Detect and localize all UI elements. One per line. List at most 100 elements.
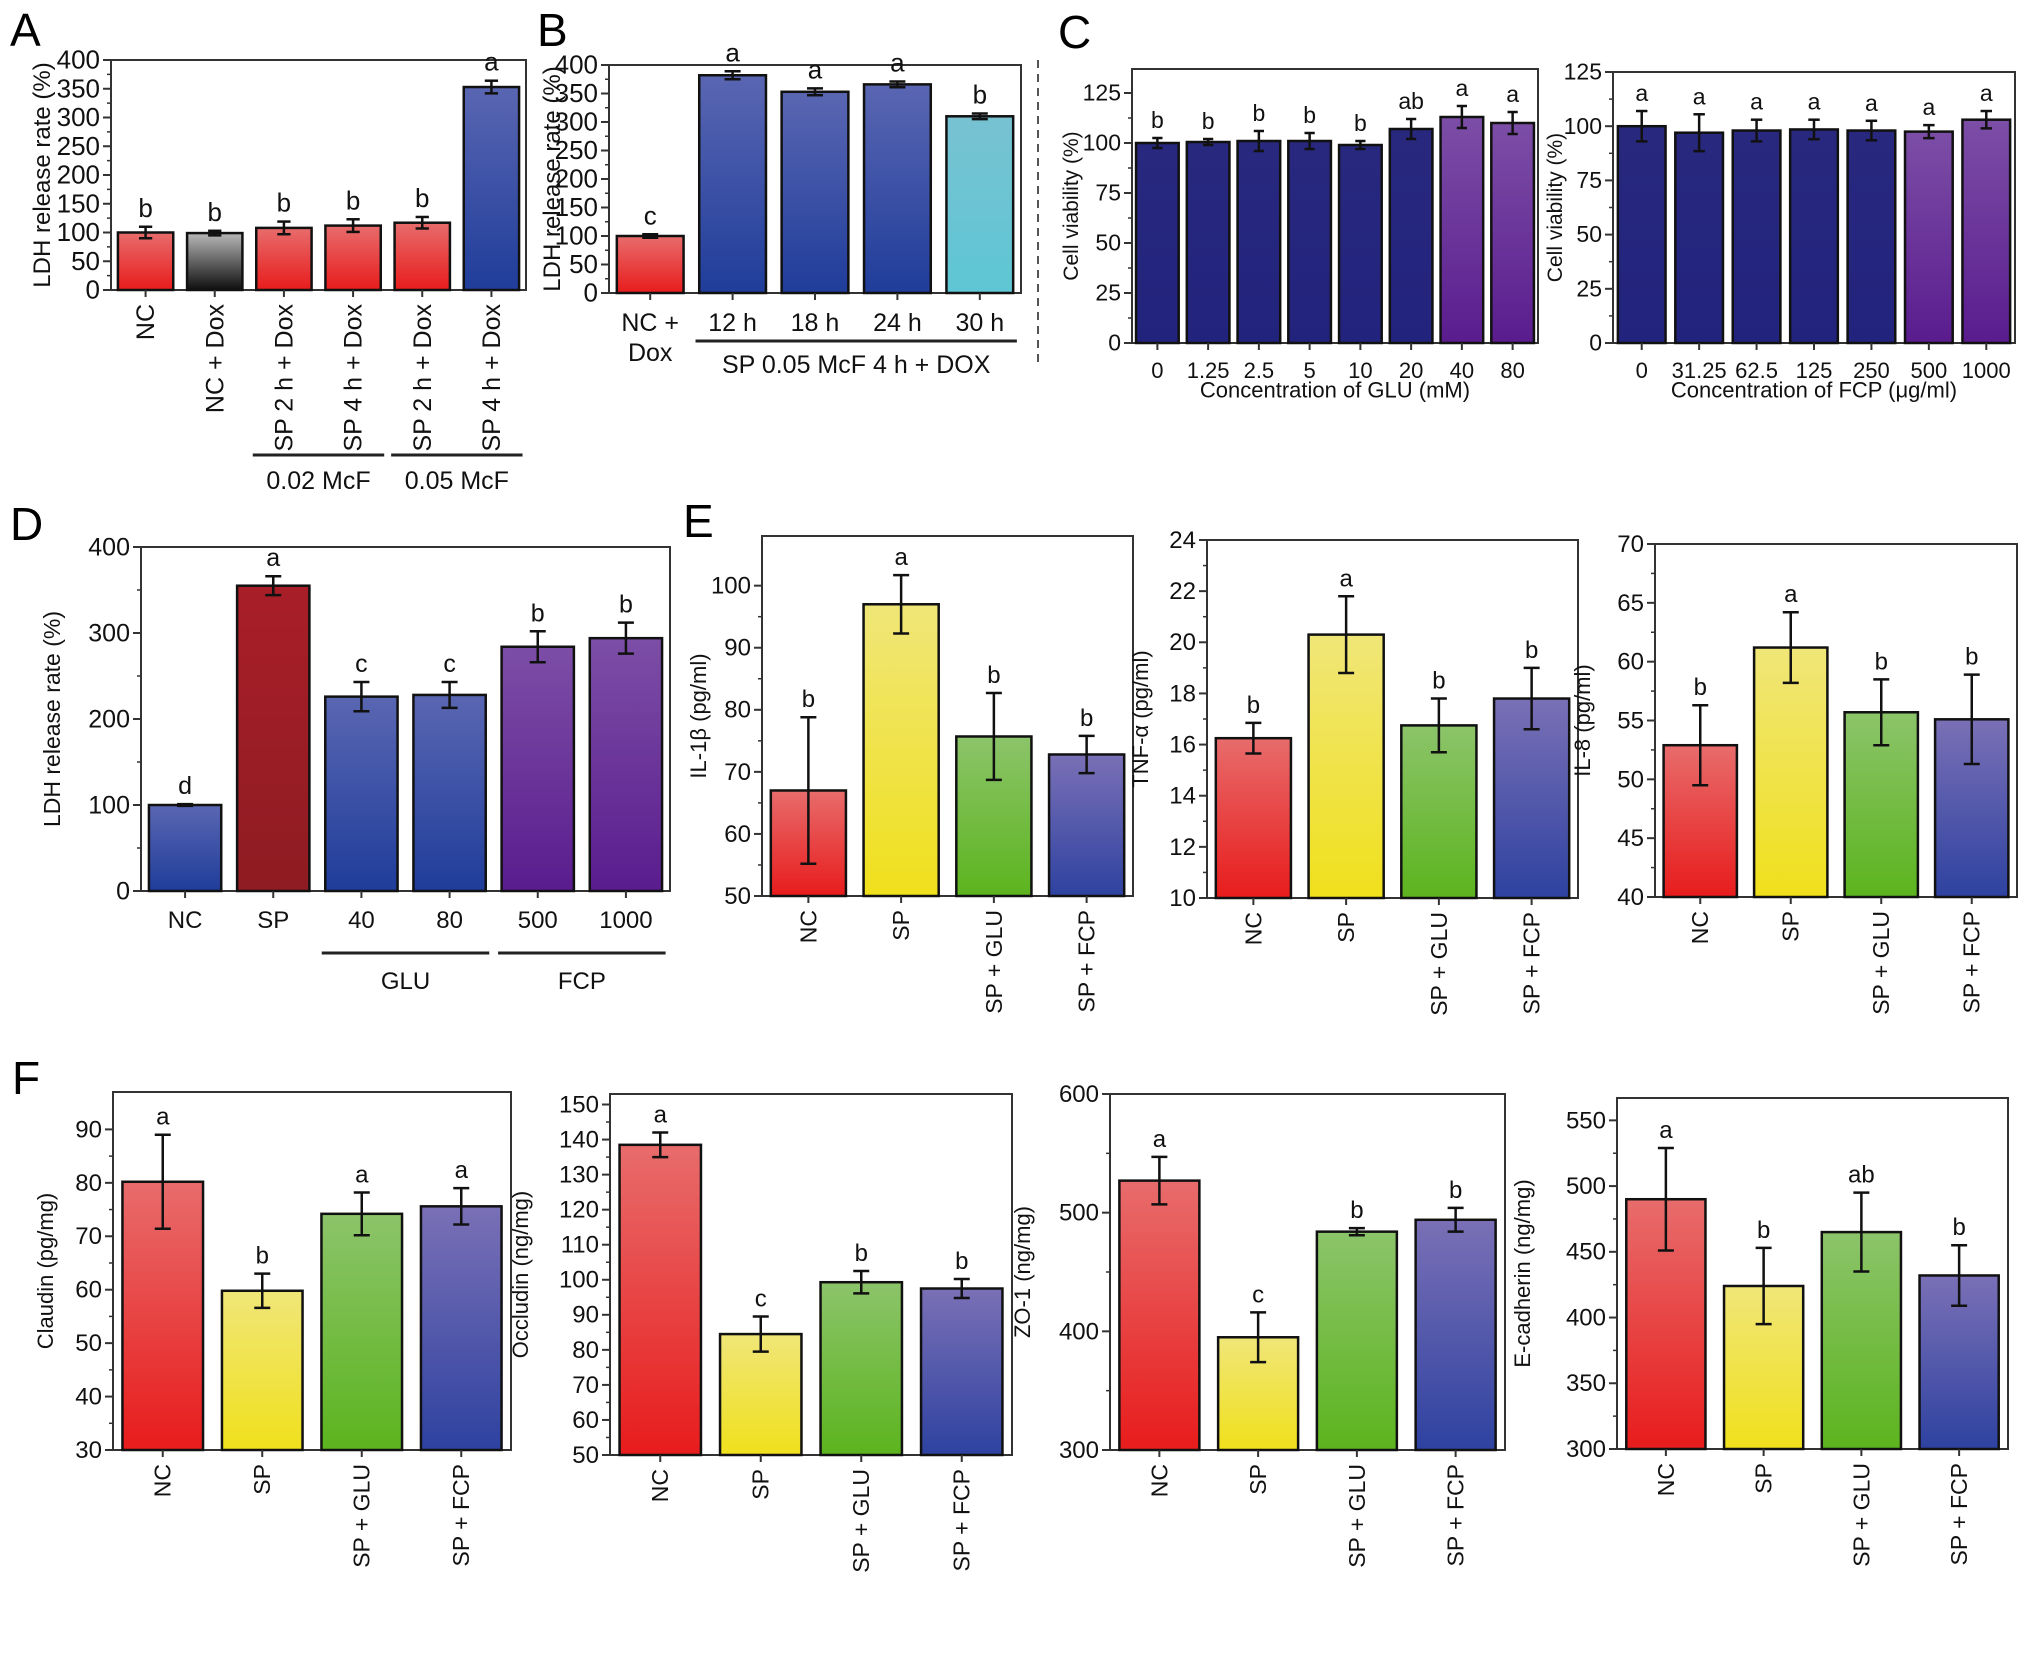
y-tick-label: 350 bbox=[555, 78, 598, 108]
x-tick-label: 10 bbox=[1348, 358, 1372, 383]
significance-label: a bbox=[894, 544, 908, 571]
y-axis-title: Claudin (pg/mg) bbox=[33, 1193, 58, 1350]
y-tick-label: 75 bbox=[1095, 180, 1121, 206]
x-tick-label: SP + GLU bbox=[848, 1469, 874, 1573]
bar bbox=[862, 83, 933, 295]
x-tick-label: SP + GLU bbox=[349, 1464, 375, 1568]
significance-label: b bbox=[1303, 102, 1316, 128]
significance-label: b bbox=[1080, 705, 1093, 732]
y-axis-title: IL-8 (pg/ml) bbox=[1570, 664, 1595, 776]
y-tick-label: 0 bbox=[1108, 330, 1121, 356]
y-tick-label: 75 bbox=[1576, 167, 1602, 193]
bar bbox=[1337, 143, 1383, 345]
bar bbox=[718, 1332, 803, 1457]
y-tick-label: 60 bbox=[724, 821, 751, 848]
bar bbox=[1307, 633, 1385, 900]
bar bbox=[412, 693, 487, 893]
x-axis-title: Concentration of FCP (μg/ml) bbox=[1671, 378, 1957, 403]
significance-label: b bbox=[1757, 1217, 1770, 1244]
significance-label: b bbox=[1252, 100, 1265, 126]
x-tick-label: 500 bbox=[518, 907, 558, 934]
y-tick-label: 18 bbox=[1169, 680, 1196, 707]
significance-label: b bbox=[1354, 110, 1367, 136]
significance-label: a bbox=[266, 544, 280, 572]
x-tick-label: 40 bbox=[1450, 358, 1474, 383]
bar bbox=[1134, 141, 1180, 345]
bar bbox=[819, 1280, 904, 1457]
bar bbox=[1400, 724, 1478, 900]
significance-label: c bbox=[355, 650, 368, 678]
y-tick-label: 0 bbox=[86, 275, 100, 305]
bar bbox=[1788, 128, 1840, 345]
significance-label: b bbox=[855, 1240, 868, 1267]
y-tick-label: 250 bbox=[555, 135, 598, 165]
y-axis-title: TNF-α (pg/ml) bbox=[1128, 650, 1153, 787]
x-tick-label: SP + GLU bbox=[1848, 1463, 1874, 1567]
bar bbox=[116, 231, 175, 292]
x-tick-label: SP + GLU bbox=[1868, 911, 1894, 1015]
bar bbox=[1439, 115, 1485, 345]
significance-label: a bbox=[355, 1161, 369, 1188]
x-tick-label: SP + FCP bbox=[1959, 911, 1985, 1013]
x-tick-label: SP + FCP bbox=[1443, 1464, 1469, 1566]
x-tick-label: 31.25 bbox=[1672, 358, 1727, 383]
y-tick-label: 60 bbox=[572, 1407, 599, 1434]
bar bbox=[1118, 1179, 1201, 1452]
x-tick-label: NC + Dox bbox=[621, 309, 679, 367]
chart-e1: 50 60 70 80 90 100 IL-1β (pg/ml) b NC a SP b SP + GL… bbox=[686, 535, 1134, 1014]
x-tick-label: SP + FCP bbox=[448, 1464, 474, 1566]
x-tick-label: 0 bbox=[1151, 358, 1163, 383]
significance-label: a bbox=[1153, 1126, 1167, 1153]
significance-label: c bbox=[1252, 1281, 1264, 1308]
x-axis-title: Concentration of GLU (mM) bbox=[1200, 378, 1470, 403]
y-tick-label: 450 bbox=[1566, 1239, 1606, 1266]
y-tick-label: 0 bbox=[584, 278, 598, 308]
significance-label: b bbox=[346, 185, 360, 215]
x-tick-label: SP bbox=[249, 1464, 275, 1495]
bar bbox=[1961, 118, 2012, 345]
y-tick-label: 120 bbox=[559, 1197, 599, 1224]
y-tick-label: 400 bbox=[57, 45, 100, 75]
y-tick-label: 70 bbox=[1617, 531, 1644, 558]
significance-label: a bbox=[484, 47, 499, 77]
panel-letter-b: B bbox=[537, 4, 568, 56]
bar bbox=[500, 645, 576, 893]
chart-d: 0 100 200 300 400 LDH release rate (%) d NC a SP c… bbox=[39, 533, 671, 995]
y-tick-label: 70 bbox=[724, 759, 751, 786]
significance-label: ab bbox=[1848, 1162, 1875, 1189]
significance-label: b bbox=[208, 197, 222, 227]
x-tick-label: NC bbox=[168, 907, 203, 934]
y-tick-label: 55 bbox=[1617, 707, 1644, 734]
significance-label: b bbox=[1151, 107, 1164, 133]
x-tick-label: NC bbox=[1146, 1464, 1172, 1497]
y-tick-label: 50 bbox=[75, 1330, 102, 1357]
y-tick-label: 80 bbox=[572, 1337, 599, 1364]
significance-label: a bbox=[725, 37, 740, 67]
y-tick-label: 500 bbox=[1059, 1200, 1099, 1227]
x-tick-label: SP + FCP bbox=[1946, 1463, 1972, 1565]
y-tick-label: 50 bbox=[724, 883, 751, 910]
y-tick-label: 0 bbox=[1589, 330, 1602, 356]
x-tick-label: SP 2 h + Dox bbox=[271, 304, 299, 452]
y-tick-label: 500 bbox=[1566, 1173, 1606, 1200]
significance-label: b bbox=[277, 188, 291, 218]
x-tick-label: SP bbox=[1333, 912, 1359, 943]
bar bbox=[1315, 1230, 1399, 1452]
plot-frame bbox=[1616, 1097, 2009, 1450]
bar bbox=[1236, 139, 1282, 345]
y-axis-title: E-cadherin (ng/mg) bbox=[1510, 1179, 1535, 1367]
plot-frame bbox=[112, 1091, 512, 1451]
plot-frame bbox=[761, 535, 1134, 897]
bar bbox=[324, 695, 399, 893]
bar bbox=[1616, 124, 1667, 345]
significance-label: b bbox=[955, 1248, 968, 1275]
significance-label: b bbox=[415, 183, 429, 213]
significance-label: b bbox=[802, 686, 815, 713]
bar bbox=[862, 603, 940, 898]
y-tick-label: 90 bbox=[572, 1302, 599, 1329]
significance-label: b bbox=[1202, 108, 1215, 134]
significance-label: a bbox=[890, 48, 905, 78]
significance-label: ab bbox=[1398, 88, 1424, 114]
